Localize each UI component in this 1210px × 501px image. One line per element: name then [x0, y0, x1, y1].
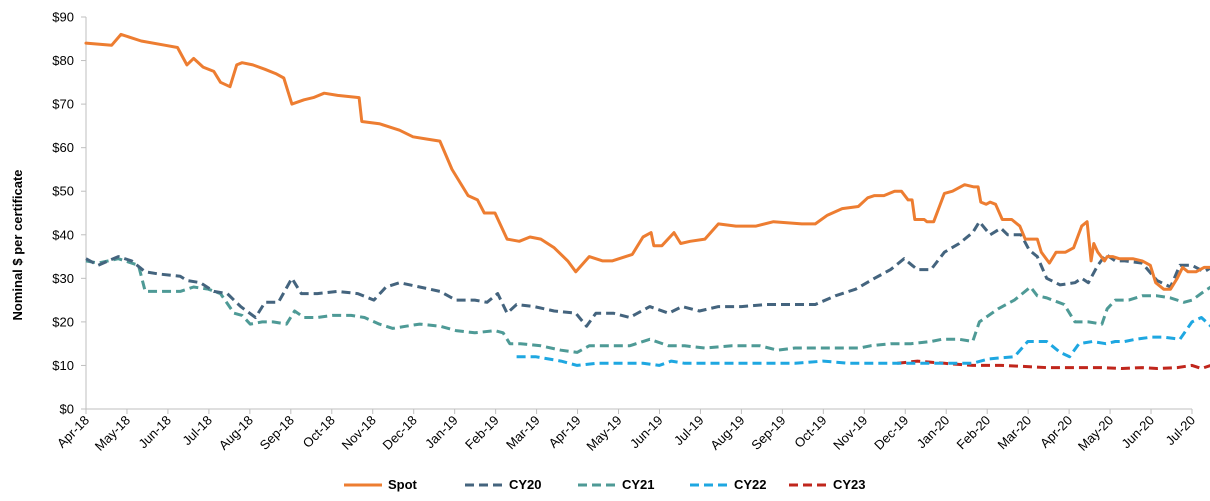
x-tick-label: Dec-19	[871, 413, 911, 453]
y-tick-label: $50	[52, 184, 74, 199]
x-tick-label: Feb-20	[954, 413, 994, 453]
x-tick-label: Oct-19	[791, 413, 829, 451]
x-tick-label: Apr-18	[54, 413, 92, 451]
x-tick-label: Apr-20	[1037, 413, 1075, 451]
series-line-cy23	[897, 359, 1210, 370]
x-tick-label: Mar-19	[503, 413, 543, 453]
x-tick-label: Aug-18	[216, 413, 256, 453]
y-tick-label: $90	[52, 10, 74, 25]
series-line-spot	[84, 32, 1210, 291]
x-tick-label: May-20	[1075, 413, 1116, 454]
x-tick-label: Jun-18	[135, 413, 174, 452]
legend-label-cy23: CY23	[833, 477, 866, 492]
x-tick-label: May-18	[92, 413, 133, 454]
y-axis-title: Nominal $ per certificate	[10, 170, 25, 321]
x-tick-label: Jan-19	[422, 413, 461, 452]
x-tick-label: Jul-20	[1162, 413, 1198, 449]
x-tick-label: Oct-18	[300, 413, 338, 451]
x-tick-label: Mar-20	[995, 413, 1035, 453]
x-tick-label: Nov-19	[830, 413, 870, 453]
x-tick-label: Feb-19	[462, 413, 502, 453]
legend-label-cy20: CY20	[509, 477, 542, 492]
y-tick-label: $0	[60, 402, 74, 417]
y-tick-label: $80	[52, 53, 74, 68]
legend-label-cy21: CY21	[622, 477, 655, 492]
series-line-cy22	[516, 316, 1210, 367]
series-line-cy20	[85, 220, 1210, 328]
x-tick-label: Jun-20	[1118, 413, 1157, 452]
y-tick-label: $40	[52, 227, 74, 242]
x-axis: Apr-18 May-18 Jun-18 Jul-18 Aug-18 Sep-18 Oct-…	[54, 408, 1198, 454]
x-tick-label: Jan-20	[914, 413, 953, 452]
x-tick-label: May-19	[583, 413, 624, 454]
y-tick-label: $70	[52, 97, 74, 112]
legend: Spot CY20 CY21 CY22 CY23	[344, 477, 866, 492]
x-tick-label: Apr-19	[545, 413, 583, 451]
y-tick-label: $30	[52, 271, 74, 286]
x-tick-label: Jun-19	[627, 413, 666, 452]
y-tick-label: $60	[52, 140, 74, 155]
x-tick-label: Jul-19	[671, 413, 707, 449]
plot-area	[84, 32, 1210, 370]
y-tick-label: $20	[52, 314, 74, 329]
x-tick-label: Jul-18	[179, 413, 215, 449]
y-axis: $0 $10 $20 $30 $40 $50 $60 $70 $80 $90	[52, 10, 87, 417]
y-tick-label: $10	[52, 358, 74, 373]
x-tick-label: Sep-18	[257, 413, 297, 453]
legend-label-cy22: CY22	[734, 477, 767, 492]
x-tick-label: Sep-19	[748, 413, 788, 453]
x-tick-label: Nov-18	[339, 413, 379, 453]
legend-label-spot: Spot	[388, 477, 418, 492]
series-line-cy21	[85, 257, 1210, 354]
x-tick-label: Dec-18	[380, 413, 420, 453]
x-tick-label: Aug-19	[707, 413, 747, 453]
